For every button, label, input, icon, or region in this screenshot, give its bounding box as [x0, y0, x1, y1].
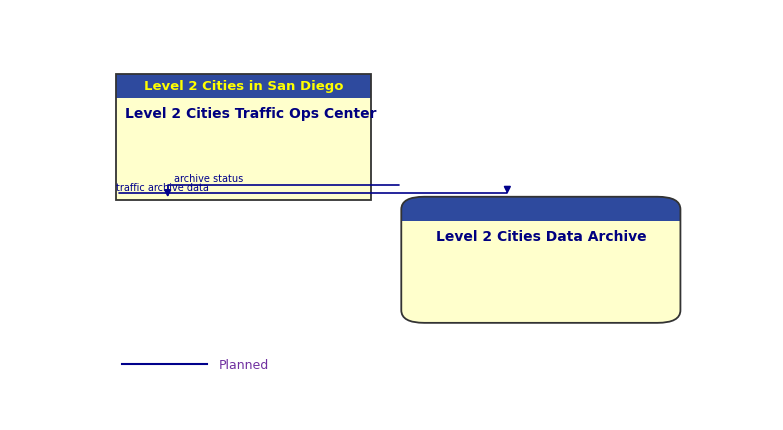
- Bar: [116, 75, 371, 98]
- Text: archive status: archive status: [174, 174, 243, 184]
- Bar: [116, 75, 371, 200]
- Text: Planned: Planned: [219, 358, 269, 371]
- Text: Level 2 Cities in San Diego: Level 2 Cities in San Diego: [144, 80, 343, 93]
- Text: traffic archive data: traffic archive data: [116, 182, 209, 192]
- Text: Level 2 Cities Data Archive: Level 2 Cities Data Archive: [435, 229, 646, 243]
- Bar: [116, 75, 371, 200]
- FancyBboxPatch shape: [402, 197, 680, 323]
- FancyBboxPatch shape: [402, 197, 680, 221]
- Bar: [402, 208, 680, 221]
- Text: Level 2 Cities Traffic Ops Center: Level 2 Cities Traffic Ops Center: [125, 107, 377, 121]
